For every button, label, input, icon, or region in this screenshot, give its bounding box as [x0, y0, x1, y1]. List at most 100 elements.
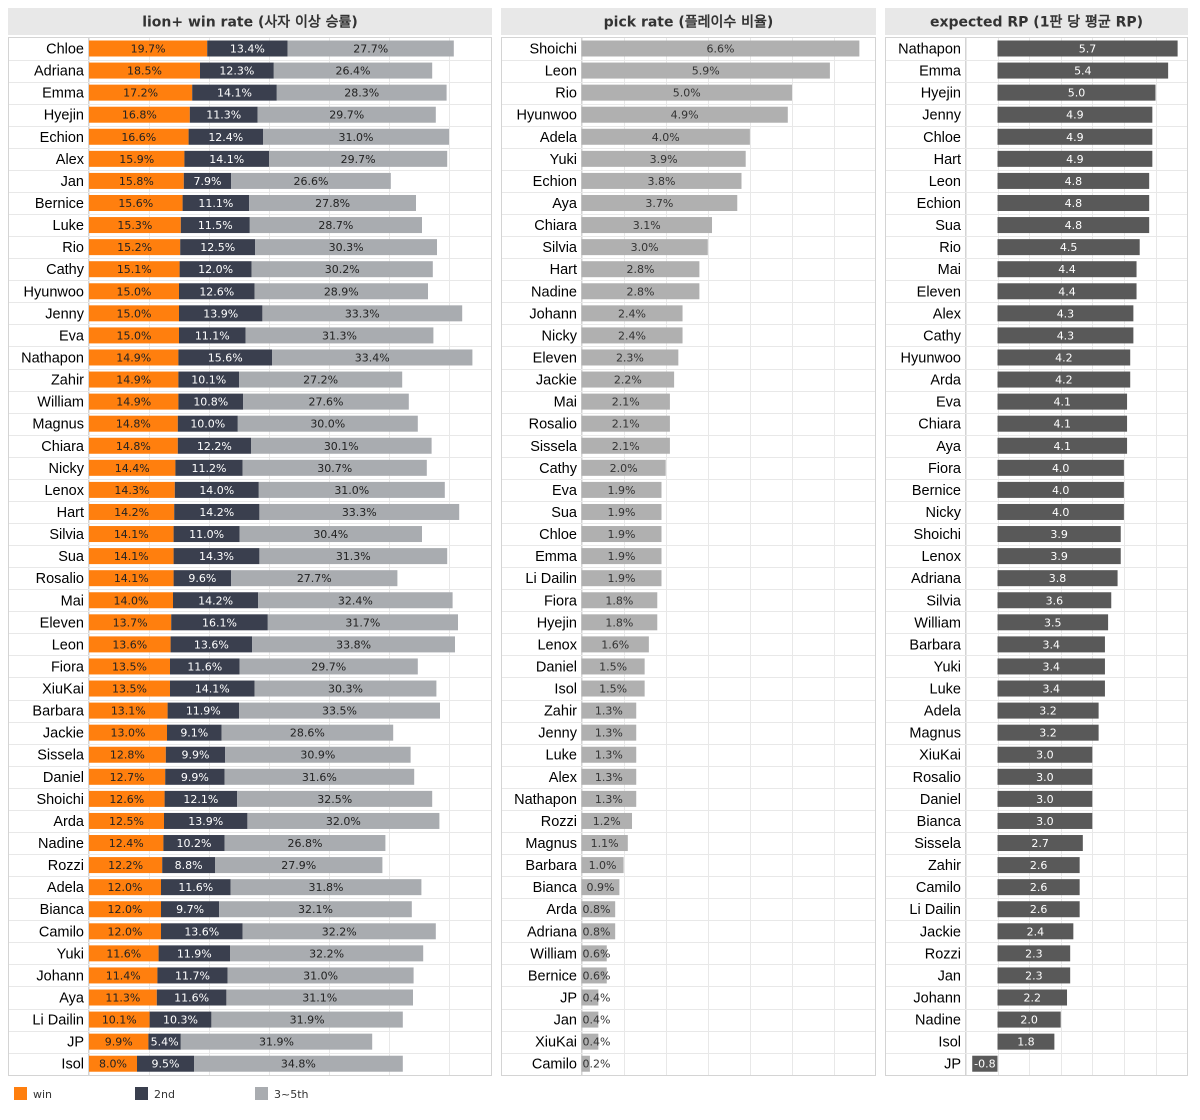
- category-label: Li Dailin: [909, 902, 961, 918]
- data-label: 5.4: [1074, 65, 1092, 78]
- data-label: 12.0%: [108, 903, 143, 916]
- data-label: 15.6%: [208, 351, 243, 364]
- category-label: Hyejin: [44, 108, 84, 124]
- bar-segment-2nd: [179, 305, 263, 322]
- bar: [997, 217, 1150, 234]
- category-label: Alex: [56, 152, 85, 168]
- bar-segment-2nd: [156, 989, 227, 1006]
- data-label: 11.1%: [198, 197, 233, 210]
- data-label: 2.3%: [616, 351, 644, 364]
- data-label: 5.0%: [673, 87, 701, 100]
- bar-segment-3-5th: [267, 614, 458, 631]
- data-label: 13.5%: [112, 683, 147, 696]
- data-label: 2.6: [1030, 881, 1048, 894]
- bar-segment-win: [89, 746, 166, 763]
- bar-segment-2nd: [180, 217, 250, 234]
- bar: [997, 1033, 1055, 1050]
- data-label: 28.9%: [324, 285, 359, 298]
- bar-segment-2nd: [177, 415, 238, 432]
- bar-segment-win: [89, 172, 184, 189]
- data-label: 4.4: [1058, 263, 1076, 276]
- data-label: 14.2%: [114, 506, 149, 519]
- category-label: Hyunwoo: [24, 284, 84, 300]
- bar-segment-2nd: [148, 1033, 181, 1050]
- data-label: 14.2%: [198, 594, 233, 607]
- bar-segment-3-5th: [262, 305, 463, 322]
- bar: [997, 658, 1105, 675]
- data-label: 4.1: [1054, 396, 1072, 409]
- bar-segment-win: [89, 835, 164, 852]
- data-label: 14.1%: [209, 153, 244, 166]
- bar-segment-3-5th: [239, 371, 403, 388]
- category-label: Luke: [930, 682, 961, 698]
- bar-segment-win: [89, 614, 172, 631]
- category-label: Jackie: [920, 924, 961, 940]
- bar: [581, 592, 658, 609]
- bar: [997, 106, 1153, 123]
- data-label: 3.8%: [648, 175, 676, 188]
- data-label: 27.7%: [297, 572, 332, 585]
- bar: [997, 989, 1068, 1006]
- bar-segment-3-5th: [287, 40, 454, 57]
- bar-segment-3-5th: [249, 194, 416, 211]
- data-label: 0.6%: [583, 969, 611, 982]
- category-label: Hyunwoo: [901, 350, 961, 366]
- data-label: 12.6%: [109, 793, 144, 806]
- data-label: 2.7: [1031, 837, 1049, 850]
- bar-segment-win: [89, 415, 178, 432]
- category-label: Fiora: [544, 593, 578, 609]
- category-label: Eva: [59, 328, 85, 344]
- category-label: Rosalio: [36, 571, 84, 587]
- bar-segment-3-5th: [259, 548, 448, 565]
- category-label: Fiora: [928, 461, 962, 477]
- data-label: 4.9%: [671, 109, 699, 122]
- data-label: 12.4%: [208, 131, 243, 144]
- data-label: 3.0: [1036, 815, 1054, 828]
- data-label: 14.1%: [114, 550, 149, 563]
- data-label: 4.8: [1065, 175, 1083, 188]
- bar-segment-3-5th: [230, 879, 422, 896]
- data-label: 4.2: [1055, 374, 1073, 387]
- bar: [581, 879, 620, 896]
- bar-segment-win: [89, 790, 165, 807]
- category-label: JP: [560, 991, 577, 1007]
- data-label: 15.0%: [117, 307, 152, 320]
- category-label: Arda: [53, 814, 85, 830]
- data-label: 31.3%: [336, 550, 371, 563]
- bar-segment-win: [89, 128, 189, 145]
- bar: [997, 879, 1080, 896]
- bar: [581, 680, 645, 697]
- category-label: Zahir: [544, 704, 577, 720]
- bar: [997, 194, 1150, 211]
- data-label: 10.8%: [193, 396, 228, 409]
- category-label: Jenny: [538, 726, 577, 742]
- bar: [997, 459, 1124, 476]
- bar: [997, 62, 1169, 79]
- bar-segment-2nd: [164, 790, 238, 807]
- data-label: 2.4%: [618, 307, 646, 320]
- data-label: 12.0%: [108, 925, 143, 938]
- data-label: 31.6%: [302, 771, 337, 784]
- data-label: 2.8%: [626, 285, 654, 298]
- category-label: Adriana: [527, 924, 578, 940]
- category-label: Bianca: [40, 902, 85, 918]
- category-label: Rio: [939, 240, 961, 256]
- bar: [997, 128, 1153, 145]
- bar: [581, 393, 670, 410]
- data-label: 12.1%: [183, 793, 218, 806]
- bar-segment-2nd: [161, 879, 231, 896]
- data-label: 5.0: [1068, 87, 1086, 100]
- bar: [581, 857, 624, 874]
- bar-segment-2nd: [137, 1055, 194, 1072]
- category-label: William: [37, 395, 84, 411]
- category-label: Chiara: [41, 439, 85, 455]
- bar-segment-2nd: [173, 570, 232, 587]
- data-label: 14.0%: [114, 594, 149, 607]
- bar-segment-2nd: [179, 261, 252, 278]
- category-label: Adriana: [911, 571, 962, 587]
- bar-segment-win: [89, 857, 163, 874]
- data-label: 14.2%: [199, 506, 234, 519]
- category-label: Jan: [938, 968, 961, 984]
- bar: [997, 327, 1134, 344]
- data-label: 13.0%: [111, 727, 146, 740]
